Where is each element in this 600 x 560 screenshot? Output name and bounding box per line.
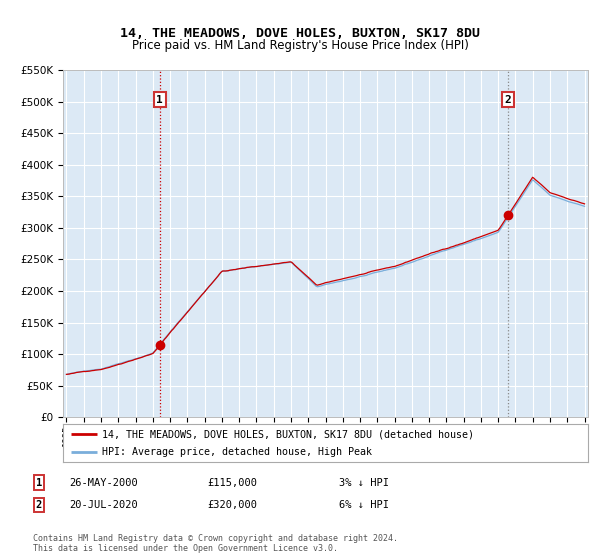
Text: 6% ↓ HPI: 6% ↓ HPI: [339, 500, 389, 510]
Text: 2: 2: [36, 500, 42, 510]
Text: Price paid vs. HM Land Registry's House Price Index (HPI): Price paid vs. HM Land Registry's House …: [131, 39, 469, 53]
Text: 20-JUL-2020: 20-JUL-2020: [69, 500, 138, 510]
Text: £320,000: £320,000: [207, 500, 257, 510]
Text: Contains HM Land Registry data © Crown copyright and database right 2024.
This d: Contains HM Land Registry data © Crown c…: [33, 534, 398, 553]
Text: 2: 2: [505, 95, 511, 105]
Text: 14, THE MEADOWS, DOVE HOLES, BUXTON, SK17 8DU: 14, THE MEADOWS, DOVE HOLES, BUXTON, SK1…: [120, 27, 480, 40]
Text: 26-MAY-2000: 26-MAY-2000: [69, 478, 138, 488]
Text: HPI: Average price, detached house, High Peak: HPI: Average price, detached house, High…: [103, 447, 373, 458]
Text: 3% ↓ HPI: 3% ↓ HPI: [339, 478, 389, 488]
Text: 14, THE MEADOWS, DOVE HOLES, BUXTON, SK17 8DU (detached house): 14, THE MEADOWS, DOVE HOLES, BUXTON, SK1…: [103, 429, 475, 439]
Text: 1: 1: [36, 478, 42, 488]
Text: £115,000: £115,000: [207, 478, 257, 488]
Text: 1: 1: [157, 95, 163, 105]
